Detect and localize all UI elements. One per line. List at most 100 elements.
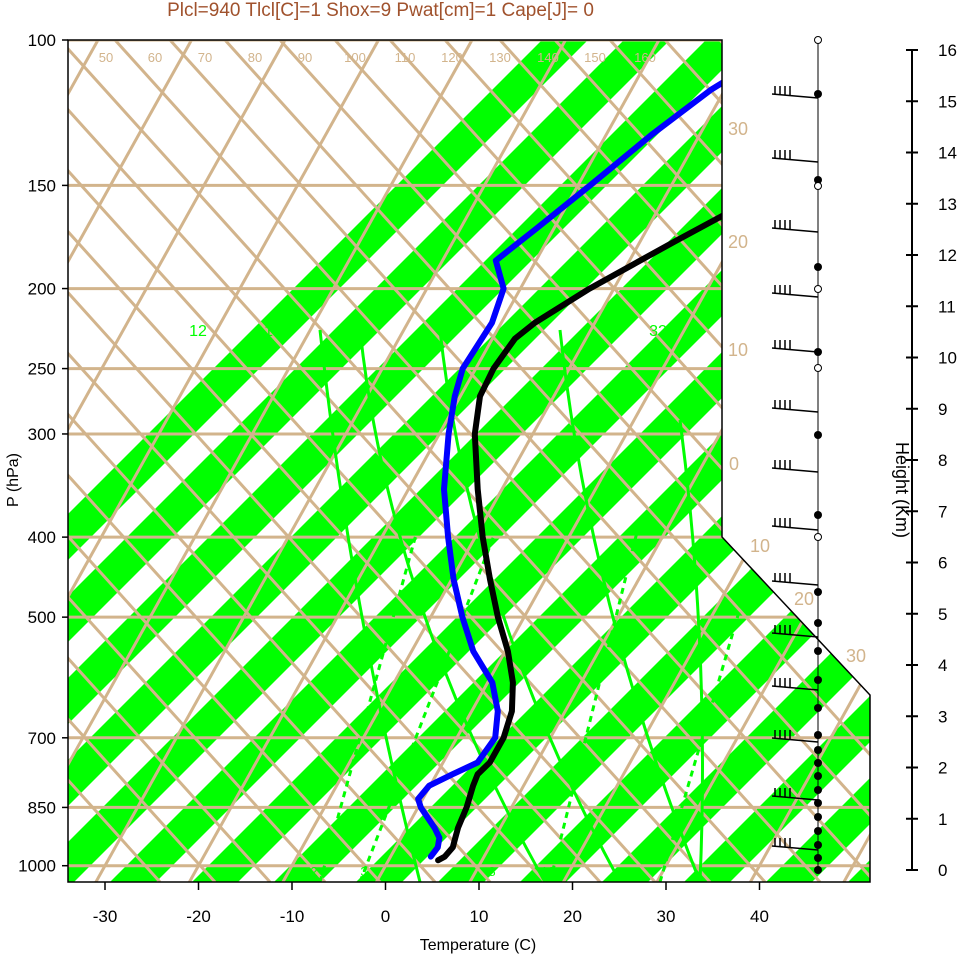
height-tick-label: 8 xyxy=(938,451,947,470)
isotherm-label: 60 xyxy=(148,50,162,65)
dry-adiabat-line xyxy=(223,40,870,882)
bottom-green-label: 2 xyxy=(310,864,317,879)
dry-adiabat-line xyxy=(773,40,870,882)
chart-title: Plcl=940 Tlcl[C]=1 Shox=9 Pwat[cm]=1 Cap… xyxy=(167,0,594,21)
dry-adiabat-line xyxy=(68,40,437,882)
dry-adiabat-line xyxy=(553,40,870,882)
wind-barb xyxy=(771,93,819,99)
sounding-series xyxy=(415,51,870,864)
mixing-ratio-line xyxy=(358,519,502,882)
moist-adiabat-line xyxy=(678,419,704,882)
wind-barb xyxy=(771,580,819,586)
isotherm-line xyxy=(68,40,193,882)
isotherm-label: 50 xyxy=(99,50,113,65)
wind-level-dot xyxy=(814,704,822,712)
height-tick-label: 11 xyxy=(938,297,956,316)
dry-adiabat-band xyxy=(68,40,752,882)
moist-adiabat-line xyxy=(318,329,422,882)
y-tick-label: 100 xyxy=(28,31,56,50)
wind-level-dot xyxy=(814,176,822,184)
temperature-line xyxy=(435,54,870,864)
dry-adiabat-line xyxy=(68,40,767,882)
wind-level-dot xyxy=(814,731,822,739)
moist-adiabat-line xyxy=(358,329,547,882)
isotherm-line xyxy=(68,40,287,882)
y-tick-label: 400 xyxy=(28,528,56,547)
mixing-ratio-label: 24 xyxy=(439,323,457,340)
mixing-ratio-label: 16 xyxy=(264,323,282,340)
mixing-ratio-label: 12 xyxy=(189,323,207,340)
dry-adiabat-line xyxy=(278,40,870,882)
isotherm-label: 80 xyxy=(248,50,262,65)
height-tick-label: 3 xyxy=(938,707,947,726)
wind-level-open-dot xyxy=(814,285,822,293)
wind-barb xyxy=(771,737,819,743)
wind-level-open-dot xyxy=(814,364,822,372)
y-tick-label: 150 xyxy=(28,176,56,195)
x-tick-label: 0 xyxy=(381,907,390,926)
wind-level-open-dot xyxy=(814,533,822,541)
dry-adiabat-line xyxy=(68,40,712,882)
y-tick-label: 700 xyxy=(28,729,56,748)
wind-level-open-dot xyxy=(814,36,822,44)
height-tick-label: 15 xyxy=(938,92,957,111)
wind-barb xyxy=(771,227,819,233)
x-tick-label: 10 xyxy=(470,907,489,926)
mixing-ratio-line xyxy=(318,519,422,882)
height-tick-label: 4 xyxy=(938,656,947,675)
y-tick-label: 300 xyxy=(28,425,56,444)
x-tick-label: 30 xyxy=(657,907,676,926)
dry-adiabat-label: 10 xyxy=(750,536,770,556)
dry-adiabat-band xyxy=(602,40,870,882)
wind-level-dot xyxy=(814,588,822,596)
height-tick-label: 16 xyxy=(938,41,957,60)
isotherm-label: 90 xyxy=(298,50,312,65)
bottom-green-label: 3 xyxy=(360,864,367,879)
isotherm-line xyxy=(187,40,661,882)
wind-level-dot xyxy=(814,813,822,821)
dry-adiabat-line xyxy=(68,40,272,882)
wind-level-dot xyxy=(814,90,822,98)
dry-adiabat-band xyxy=(438,40,870,882)
wind-level-dot xyxy=(814,647,822,655)
wind-barb xyxy=(771,632,819,638)
y-tick-label: 850 xyxy=(28,798,56,817)
height-tick-label: 14 xyxy=(938,144,957,163)
dry-adiabat-label: 20 xyxy=(794,589,814,609)
height-tick-label: 13 xyxy=(938,195,957,214)
wind-level-dot xyxy=(814,746,822,754)
dry-adiabat-line xyxy=(68,40,382,882)
dry-adiabat-label: 30 xyxy=(728,119,748,139)
wind-level-dot xyxy=(814,676,822,684)
isotherm-label: 120 xyxy=(441,50,463,65)
wind-level-dot xyxy=(814,263,822,271)
dry-adiabat-line xyxy=(68,40,822,882)
y-tick-label: 1000 xyxy=(18,857,56,876)
x-axis-label: Temperature (C) xyxy=(420,937,536,954)
dry-adiabat-label: 10 xyxy=(728,340,748,360)
dry-adiabat-line xyxy=(333,40,870,882)
dry-adiabat-band xyxy=(274,40,870,882)
y-axis-label: P (hPa) xyxy=(5,453,22,507)
isotherm-label: 150 xyxy=(584,50,606,65)
wind-level-dot xyxy=(814,841,822,849)
mixing-ratio-line xyxy=(548,519,642,882)
isotherm-line xyxy=(0,40,5,883)
dry-adiabat-line xyxy=(68,40,217,882)
isotherm-label: 100 xyxy=(344,50,366,65)
dry-adiabat-line xyxy=(113,40,870,882)
wind-barb xyxy=(771,407,819,413)
x-tick-label: -20 xyxy=(186,907,211,926)
wind-barb xyxy=(771,525,819,531)
y-tick-label: 200 xyxy=(28,280,56,299)
dry-adiabat-band xyxy=(68,40,834,882)
isotherm-label: 70 xyxy=(198,50,212,65)
wind-barb xyxy=(771,795,819,801)
y-tick-label: 500 xyxy=(28,608,56,627)
mixing-ratio-label: 32 xyxy=(649,323,667,340)
moist-adiabat-line xyxy=(558,329,702,882)
wind-barb xyxy=(771,845,819,851)
dry-adiabat-band xyxy=(68,40,870,882)
